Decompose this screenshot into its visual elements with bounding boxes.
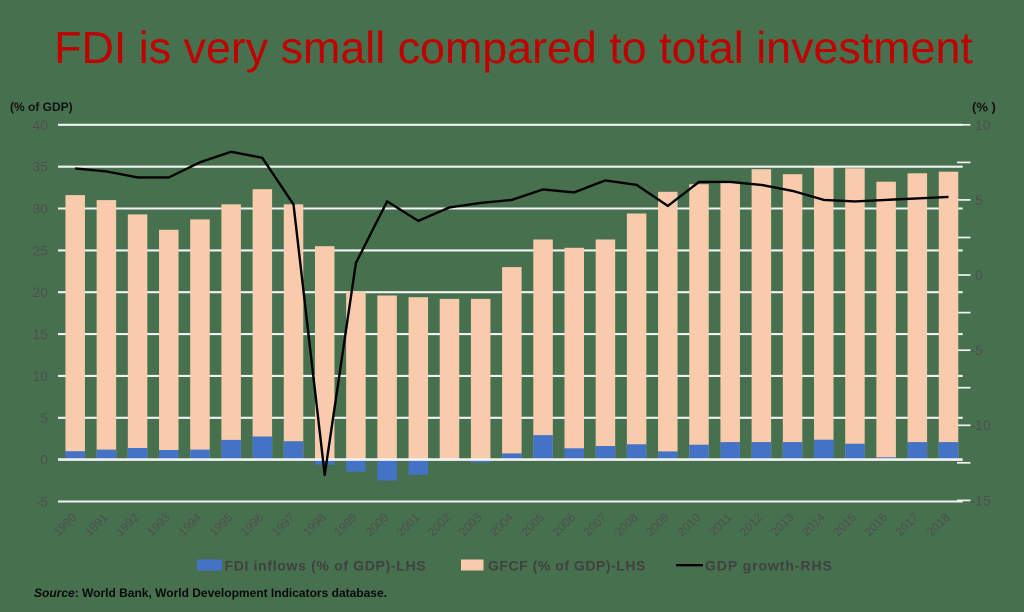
svg-text:5: 5 — [40, 410, 48, 426]
svg-text:GDP growth-RHS: GDP growth-RHS — [705, 558, 833, 574]
svg-text:(% of GDP): (% of GDP) — [10, 100, 73, 114]
svg-text:20: 20 — [32, 284, 48, 300]
svg-text:FDI inflows (% of GDP)-LHS: FDI inflows (% of GDP)-LHS — [225, 558, 427, 574]
svg-text:10: 10 — [975, 117, 991, 133]
svg-text:-5: -5 — [971, 342, 984, 358]
svg-text:-15: -15 — [971, 492, 991, 508]
svg-text:30: 30 — [32, 201, 48, 217]
svg-text:-5: -5 — [36, 494, 49, 510]
svg-text:10: 10 — [32, 368, 48, 384]
svg-text:25: 25 — [32, 242, 48, 258]
svg-text:40: 40 — [32, 117, 48, 133]
svg-text:(% ): (% ) — [972, 100, 996, 115]
svg-text:35: 35 — [32, 159, 48, 175]
svg-text:Source: World Bank, World Deve: Source: World Bank, World Development In… — [34, 586, 387, 600]
svg-text:-10: -10 — [971, 417, 991, 433]
svg-text:0: 0 — [40, 452, 48, 468]
svg-text:0: 0 — [975, 267, 983, 283]
svg-text:GFCF (% of GDP)-LHS: GFCF (% of GDP)-LHS — [488, 558, 646, 574]
svg-text:15: 15 — [32, 326, 48, 342]
svg-text:5: 5 — [975, 192, 983, 208]
